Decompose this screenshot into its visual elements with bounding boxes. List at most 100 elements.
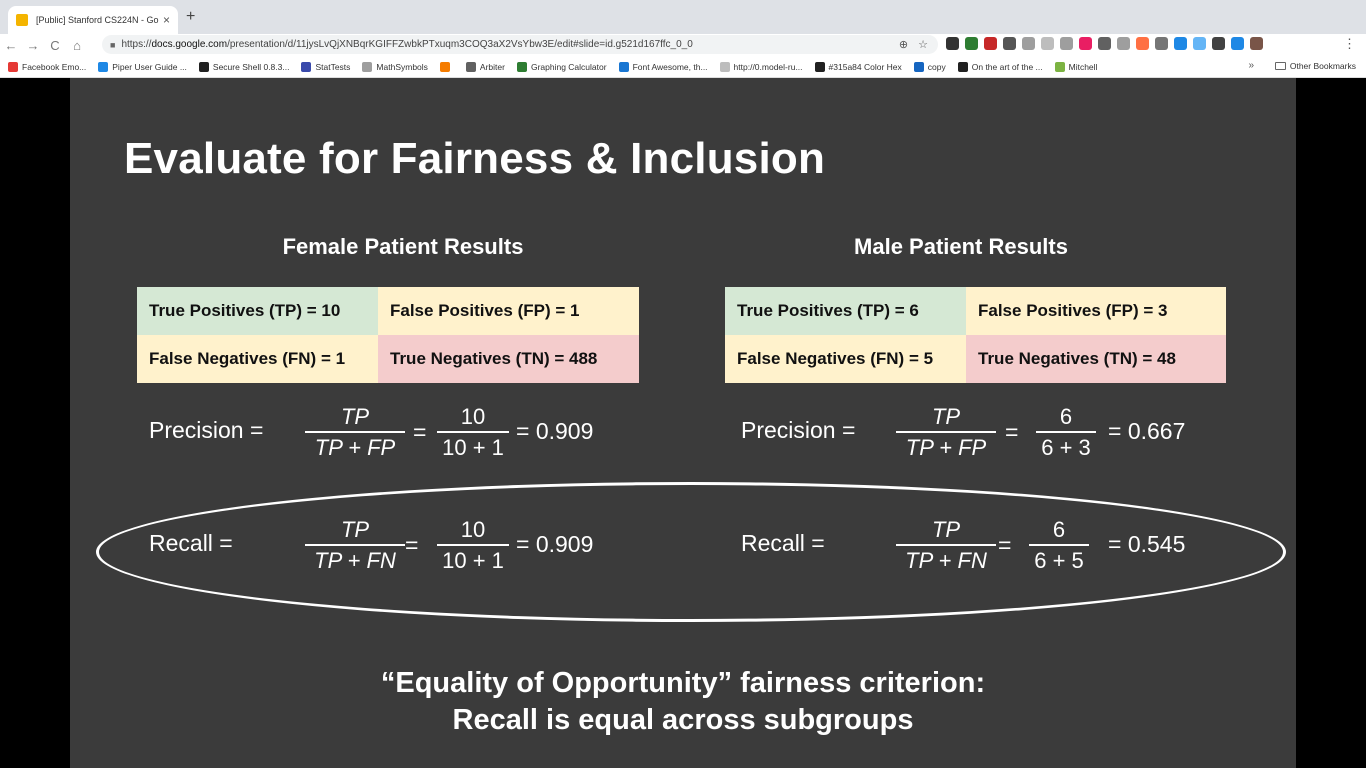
male-precision-numeric: 6 6 + 3 (1016, 403, 1116, 461)
extension-icon[interactable] (946, 37, 959, 50)
bookmark-label: http://0.model-ru... (733, 61, 803, 72)
bookmark-label: StatTests (315, 61, 351, 72)
extension-icon[interactable] (1174, 37, 1187, 50)
home-button[interactable]: ⌂ (73, 37, 81, 53)
bookmark-star-icon[interactable]: ☆ (918, 39, 928, 51)
fraction-numerator: TP (340, 404, 370, 429)
bookmark-favicon-icon (465, 61, 476, 72)
browser-menu-icon[interactable]: ⋮ (1343, 36, 1356, 51)
equals-sign: = (1005, 419, 1019, 445)
more-bookmarks-button[interactable]: » (1248, 60, 1254, 71)
fraction-denominator: TP + FP (905, 435, 987, 460)
url-scheme: https:// (121, 39, 152, 50)
equals-sign: = (413, 419, 427, 445)
male-precision-symbolic: TP TP + FP (896, 403, 996, 461)
male-precision-label: Precision = (741, 417, 856, 443)
bookmark-item[interactable]: StatTests (301, 61, 351, 72)
footer-line-2: Recall is equal across subgroups (452, 704, 914, 736)
fraction-bar (437, 431, 509, 433)
bookmark-item[interactable]: Piper User Guide ... (98, 61, 187, 72)
bookmark-item[interactable]: Mitchell (1054, 61, 1097, 72)
fraction-numerator: 10 (460, 404, 486, 429)
male-confusion-matrix: True Positives (TP) = 6 False Positives … (725, 287, 1227, 383)
browser-tab[interactable]: [Public] Stanford CS224N - Go × (8, 6, 178, 34)
bookmark-label: Font Awesome, th... (632, 61, 708, 72)
bookmark-favicon-icon (913, 61, 924, 72)
bookmark-favicon-icon (516, 61, 527, 72)
extension-icon[interactable] (965, 37, 978, 50)
female-confusion-matrix: True Positives (TP) = 10 False Positives… (137, 287, 639, 383)
extension-icon[interactable] (1022, 37, 1035, 50)
bookmark-favicon-icon (301, 61, 312, 72)
fraction-denominator: 10 + 1 (442, 435, 504, 460)
female-tn-cell: True Negatives (TN) = 488 (378, 335, 639, 383)
bookmark-label: copy (927, 61, 946, 72)
female-precision-label: Precision = (149, 417, 264, 443)
bookmark-label: Piper User Guide ... (112, 61, 187, 72)
extension-icon[interactable] (1098, 37, 1111, 50)
bookmark-item[interactable]: #315a84 Color Hex (814, 61, 902, 72)
bookmark-item[interactable]: copy (913, 61, 946, 72)
male-tp-cell: True Positives (TP) = 6 (725, 287, 966, 335)
bookmark-favicon-icon (1054, 61, 1065, 72)
url-text[interactable]: https://docs.google.com/presentation/d/1… (121, 39, 898, 50)
extension-icon[interactable] (1212, 37, 1225, 50)
bookmarks-bar: Facebook Emo... Piper User Guide ... Secur… (0, 56, 1366, 78)
fraction-bar (1036, 431, 1096, 433)
bookmark-favicon-icon (362, 61, 373, 72)
bookmark-label: Secure Shell 0.8.3... (212, 61, 290, 72)
extension-icon[interactable] (1250, 37, 1263, 50)
bookmark-favicon-icon (618, 61, 629, 72)
bookmark-favicon-icon (439, 61, 450, 72)
male-tn-cell: True Negatives (TN) = 48 (966, 335, 1226, 383)
tab-bar: [Public] Stanford CS224N - Go × + (0, 0, 1366, 34)
extension-icon[interactable] (1079, 37, 1092, 50)
bookmark-item[interactable]: MathSymbols (362, 61, 428, 72)
other-bookmarks-folder[interactable]: Other Bookmarks (1274, 61, 1356, 71)
fraction-numerator: 6 (1059, 404, 1073, 429)
extension-icon[interactable] (1136, 37, 1149, 50)
bookmark-label: Arbiter (479, 61, 505, 72)
fraction-bar (896, 431, 996, 433)
zoom-icon[interactable]: ⊕ (898, 39, 909, 51)
reload-button[interactable]: C (50, 37, 60, 53)
bookmark-item[interactable]: http://0.model-ru... (719, 61, 803, 72)
address-bar[interactable]: ■ https://docs.google.com/presentation/d… (102, 35, 938, 54)
extension-icon[interactable] (1041, 37, 1054, 50)
bookmark-item[interactable]: Arbiter (465, 61, 505, 72)
bookmark-item[interactable]: Font Awesome, th... (618, 61, 708, 72)
female-precision-symbolic: TP TP + FP (305, 403, 405, 461)
close-tab-icon[interactable]: × (162, 13, 170, 27)
extension-icon[interactable] (1060, 37, 1073, 50)
female-precision-result: = 0.909 (516, 418, 594, 444)
male-heading: Male Patient Results (854, 234, 1068, 259)
bookmark-favicon-icon (98, 61, 109, 72)
female-fp-cell: False Positives (FP) = 1 (378, 287, 639, 335)
male-fp-cell: False Positives (FP) = 3 (966, 287, 1226, 335)
extension-icon[interactable] (1155, 37, 1168, 50)
extension-icon[interactable] (1003, 37, 1016, 50)
extension-icon[interactable] (984, 37, 997, 50)
bookmark-item[interactable]: Secure Shell 0.8.3... (198, 61, 290, 72)
folder-icon (1274, 62, 1286, 70)
bookmark-label: Graphing Calculator (530, 61, 607, 72)
bookmark-item[interactable]: Facebook Emo... (8, 61, 87, 72)
bookmark-label: On the art of the ... (971, 61, 1043, 72)
bookmark-favicon-icon (814, 61, 825, 72)
address-row: ← → C ⌂ ■ https://docs.google.com/presen… (0, 34, 1366, 56)
back-button[interactable]: ← (4, 37, 18, 53)
extension-icon[interactable] (1193, 37, 1206, 50)
bookmark-item[interactable] (439, 61, 454, 72)
extension-icon[interactable] (1117, 37, 1130, 50)
forward-button[interactable]: → (26, 37, 40, 53)
female-tp-cell: True Positives (TP) = 10 (137, 287, 378, 335)
male-fn-cell: False Negatives (FN) = 5 (725, 335, 966, 383)
new-tab-button[interactable]: + (186, 8, 196, 25)
bookmark-item[interactable]: On the art of the ... (957, 61, 1043, 72)
bookmark-label: Facebook Emo... (22, 61, 87, 72)
male-precision-result: = 0.667 (1108, 418, 1186, 444)
footer-line-1: “Equality of Opportunity” fairness crite… (380, 667, 986, 699)
extension-icon[interactable] (1231, 37, 1244, 50)
bookmark-item[interactable]: Graphing Calculator (516, 61, 607, 72)
bookmark-favicon-icon (957, 61, 968, 72)
